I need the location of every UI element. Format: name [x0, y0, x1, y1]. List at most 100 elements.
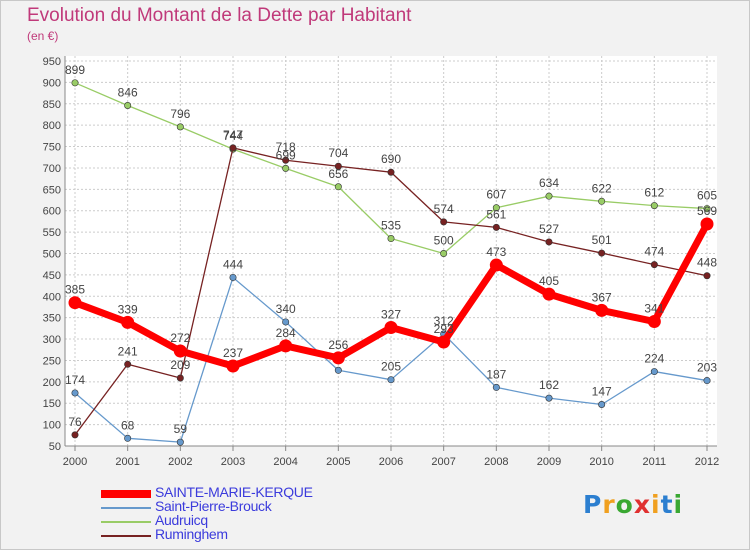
- data-label-audruicq: 612: [644, 186, 664, 200]
- data-label-audruicq: 656: [328, 167, 348, 181]
- data-point-saint-pierre-brouck: [650, 368, 658, 376]
- data-point-saint-pierre-brouck: [124, 434, 132, 442]
- y-tick-label: 250: [43, 355, 61, 367]
- data-point-sainte-marie-kerque: [173, 344, 187, 358]
- legend-item: Audruicq: [101, 512, 361, 529]
- data-label-ruminghem: 448: [697, 256, 717, 270]
- x-tick-label: 2008: [484, 456, 508, 468]
- data-label-ruminghem: 474: [644, 245, 664, 259]
- x-tick-label: 2001: [115, 456, 139, 468]
- legend-label: Audruicq: [155, 512, 208, 528]
- y-tick-label: 50: [49, 441, 61, 453]
- data-point-sainte-marie-kerque: [700, 217, 714, 231]
- data-point-saint-pierre-brouck: [71, 389, 79, 397]
- data-point-saint-pierre-brouck: [334, 366, 342, 374]
- data-label-ruminghem: 76: [68, 415, 82, 429]
- data-point-ruminghem: [492, 223, 500, 231]
- data-label-saint-pierre-brouck: 224: [644, 352, 664, 366]
- data-label-sainte-marie-kerque: 272: [170, 331, 190, 345]
- data-point-sainte-marie-kerque: [226, 359, 240, 373]
- y-tick-label: 900: [43, 77, 61, 89]
- y-tick-label: 450: [43, 270, 61, 282]
- data-point-saint-pierre-brouck: [176, 438, 184, 446]
- data-label-sainte-marie-kerque: 293: [434, 322, 454, 336]
- data-point-sainte-marie-kerque: [121, 315, 135, 329]
- data-label-sainte-marie-kerque: 569: [697, 204, 717, 218]
- data-point-ruminghem: [282, 156, 290, 164]
- data-label-audruicq: 500: [434, 234, 454, 248]
- data-label-audruicq: 607: [486, 188, 506, 202]
- data-point-audruicq: [440, 250, 448, 258]
- data-label-ruminghem: 527: [539, 222, 559, 236]
- data-point-saint-pierre-brouck: [703, 377, 711, 385]
- data-label-audruicq: 744: [223, 129, 243, 143]
- logo-letter: i: [651, 490, 661, 519]
- data-label-ruminghem: 561: [486, 207, 506, 221]
- data-label-sainte-marie-kerque: 284: [276, 326, 296, 340]
- data-label-audruicq: 899: [65, 63, 85, 77]
- data-point-ruminghem: [71, 431, 79, 439]
- data-point-audruicq: [703, 205, 711, 213]
- logo-letter: i: [673, 490, 684, 519]
- data-point-saint-pierre-brouck: [229, 273, 237, 281]
- data-point-ruminghem: [124, 360, 132, 368]
- data-point-ruminghem: [229, 144, 237, 152]
- data-point-sainte-marie-kerque: [331, 351, 345, 365]
- data-label-ruminghem: 574: [434, 202, 454, 216]
- data-label-ruminghem: 747: [223, 128, 243, 142]
- data-point-sainte-marie-kerque: [384, 321, 398, 335]
- y-tick-label: 750: [43, 142, 61, 154]
- y-tick-label: 650: [43, 184, 61, 196]
- data-label-saint-pierre-brouck: 68: [121, 418, 135, 432]
- data-label-saint-pierre-brouck: 187: [486, 367, 506, 381]
- x-tick-label: 2005: [326, 456, 350, 468]
- data-label-saint-pierre-brouck: 203: [697, 361, 717, 375]
- data-label-sainte-marie-kerque: 473: [486, 245, 506, 259]
- data-label-saint-pierre-brouck: 59: [174, 422, 188, 436]
- data-label-saint-pierre-brouck: 147: [592, 385, 612, 399]
- data-label-audruicq: 622: [592, 181, 612, 195]
- data-label-sainte-marie-kerque: 339: [118, 302, 138, 316]
- y-tick-label: 100: [43, 420, 61, 432]
- y-tick-label: 700: [43, 163, 61, 175]
- data-label-ruminghem: 241: [118, 344, 138, 358]
- y-tick-label: 950: [43, 56, 61, 68]
- data-label-audruicq: 605: [697, 189, 717, 203]
- legend-swatch: [101, 490, 151, 498]
- data-label-saint-pierre-brouck: 205: [381, 360, 401, 374]
- legend-label: Saint-Pierre-Brouck: [155, 498, 272, 514]
- data-point-sainte-marie-kerque: [647, 315, 661, 329]
- data-point-ruminghem: [387, 168, 395, 176]
- data-label-saint-pierre-brouck: 340: [276, 302, 296, 316]
- y-tick-label: 400: [43, 291, 61, 303]
- data-label-ruminghem: 718: [276, 140, 296, 154]
- data-label-sainte-marie-kerque: 256: [328, 338, 348, 352]
- legend-item: SAINTE-MARIE-KERQUE: [101, 484, 361, 501]
- legend-item: Ruminghem: [101, 526, 361, 543]
- data-point-audruicq: [545, 192, 553, 200]
- legend-item: Saint-Pierre-Brouck: [101, 498, 361, 515]
- y-tick-label: 800: [43, 120, 61, 132]
- logo-letter: o: [615, 490, 634, 519]
- data-point-ruminghem: [176, 374, 184, 382]
- y-tick-label: 850: [43, 99, 61, 111]
- data-point-audruicq: [124, 101, 132, 109]
- data-point-sainte-marie-kerque: [279, 339, 293, 353]
- data-point-audruicq: [492, 204, 500, 212]
- chart-title: Evolution du Montant de la Dette par Hab…: [27, 5, 412, 26]
- data-point-sainte-marie-kerque: [437, 335, 451, 349]
- legend-swatch: [101, 507, 151, 509]
- x-tick-label: 2003: [221, 456, 245, 468]
- data-label-audruicq: 634: [539, 176, 559, 190]
- data-point-audruicq: [650, 202, 658, 210]
- legend-swatch: [101, 521, 151, 523]
- data-label-audruicq: 699: [276, 148, 296, 162]
- data-point-saint-pierre-brouck: [492, 383, 500, 391]
- data-label-sainte-marie-kerque: 385: [65, 283, 85, 297]
- x-tick-label: 2012: [695, 456, 719, 468]
- data-label-audruicq: 846: [118, 85, 138, 99]
- x-tick-label: 2006: [379, 456, 403, 468]
- x-tick-label: 2000: [63, 456, 87, 468]
